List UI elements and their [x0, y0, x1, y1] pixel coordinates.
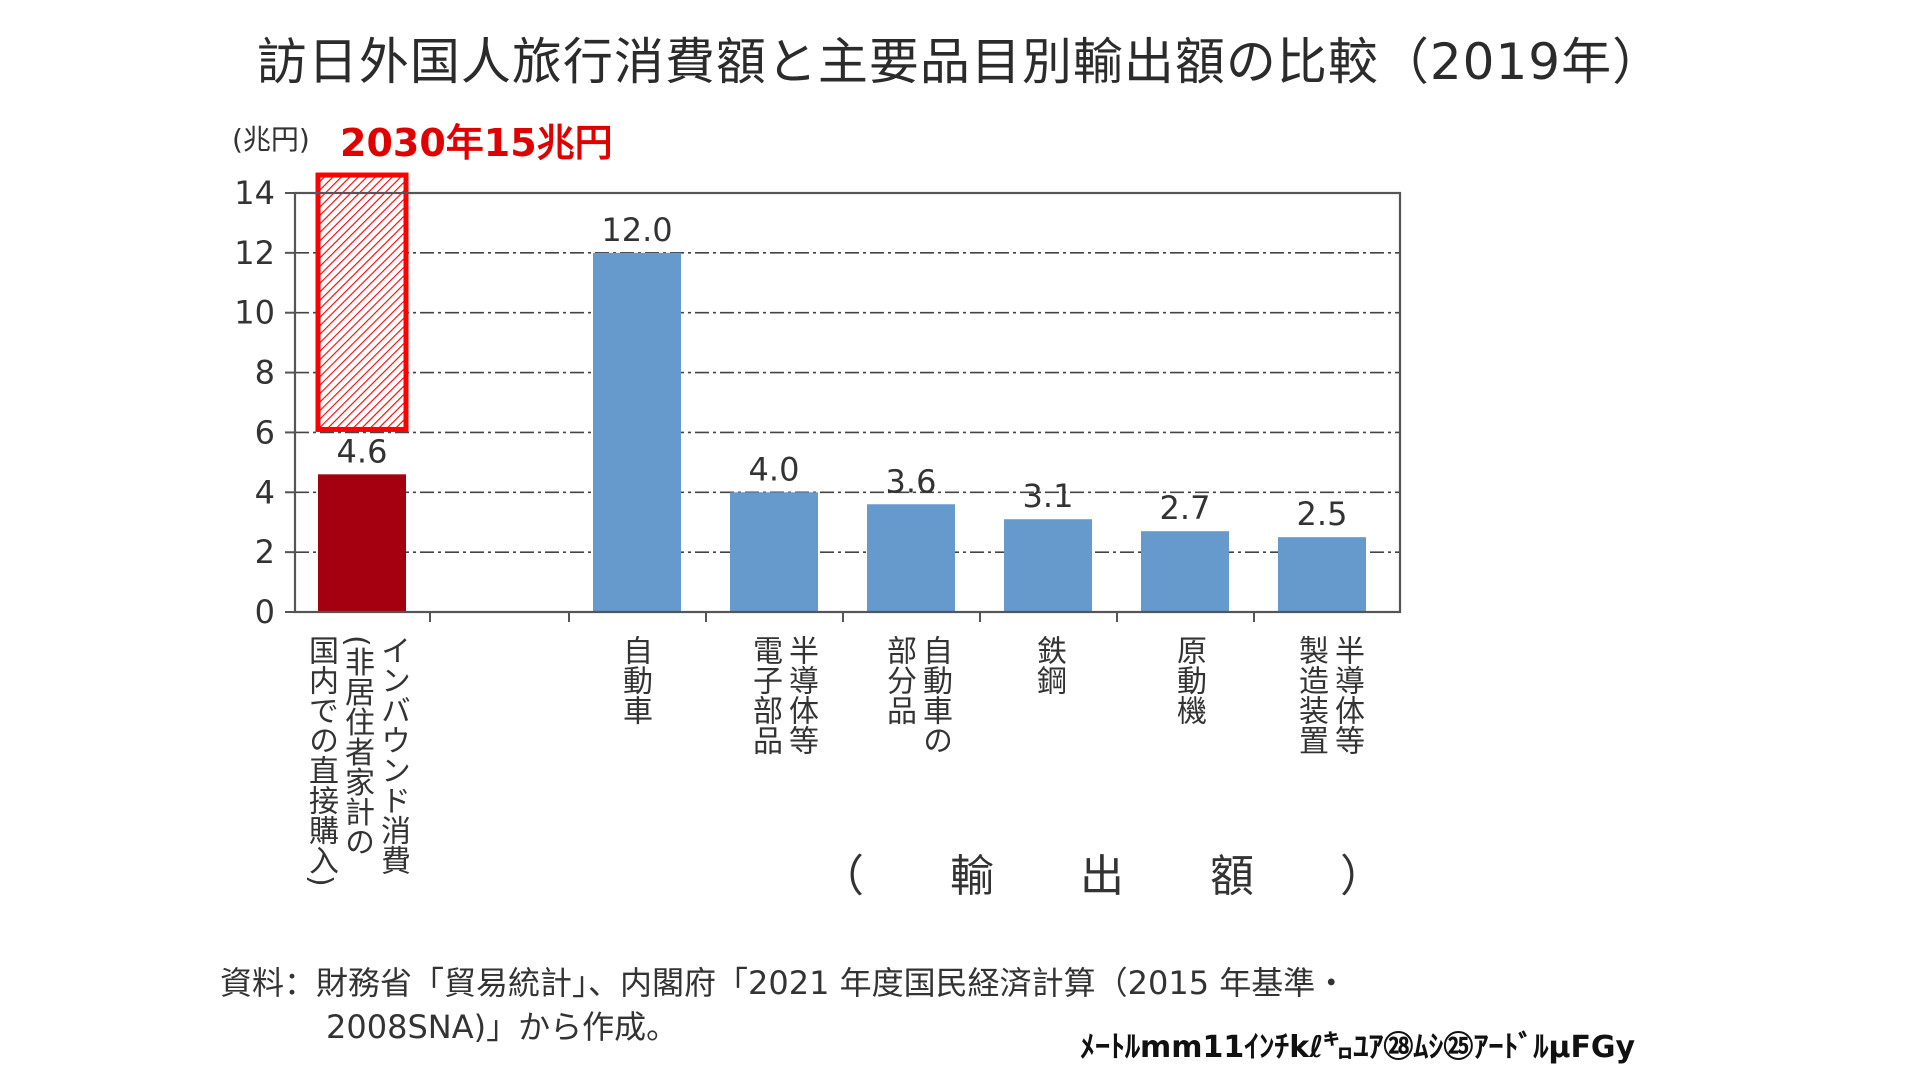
value-label: 2.5	[1297, 495, 1348, 533]
category-label: 鉄鋼	[1031, 635, 1066, 695]
value-label: 4.0	[749, 450, 800, 488]
y-tick-label: 4	[255, 473, 275, 511]
value-label: 3.1	[1023, 477, 1074, 515]
category-label: 自動車	[617, 635, 652, 725]
bar-export	[867, 504, 955, 612]
value-labels: 4.6 12.0 4.0 3.6 3.1 2.7 2.5	[337, 211, 1348, 533]
chart-title: 訪日外国人旅行消費額と主要品目別輸出額の比較（2019年）	[256, 33, 1664, 91]
bar-inbound	[318, 474, 406, 612]
axes: 0 2 4 6 8 10 12 14	[234, 174, 1402, 631]
source-note-line-2: 2008SNA)」から作成。	[326, 1008, 679, 1046]
value-label: 12.0	[601, 211, 672, 249]
footer-text: ﾒｰﾄﾙmm11ｲﾝﾁkℓ㌔ﾕｱ㉘ﾑｼ㉕ｱｰﾄﾞﾙμFGy	[1080, 1030, 1636, 1065]
value-label: 2.7	[1160, 489, 1211, 527]
target-bar	[315, 172, 409, 432]
plot-frame	[293, 191, 1402, 614]
category-label: 自動車の 部分品	[881, 635, 952, 755]
source-note-line-1: 資料：財務省「貿易統計」、内閣府「2021 年度国民経済計算（2015 年基準・	[220, 964, 1348, 1002]
y-tick-label: 6	[255, 413, 275, 451]
y-tick-label: 8	[255, 354, 275, 392]
bar-export	[1278, 537, 1366, 612]
y-tick-label: 12	[234, 234, 275, 272]
bar-export	[1004, 519, 1092, 612]
category-label: 半導体等 製造装置	[1293, 635, 1364, 755]
y-axis-unit-label: (兆円)	[232, 123, 310, 156]
y-tick-label: 0	[255, 593, 275, 631]
x-axis-group-label: （ 輸 出 額 ）	[820, 851, 1420, 902]
grid-lines	[295, 252, 1400, 553]
target-annotation: 2030年15兆円	[340, 121, 613, 165]
category-label: インバウンド消費 (非居住者家計の 国内での直接購入)	[303, 635, 410, 887]
bar-export	[1141, 531, 1229, 612]
y-tick-label: 14	[234, 174, 275, 212]
category-label: 半導体等 電子部品	[747, 635, 818, 755]
category-label: 原動機	[1171, 635, 1206, 725]
bar-export	[730, 492, 818, 612]
value-label: 4.6	[337, 432, 388, 470]
y-tick-label: 10	[234, 294, 275, 332]
value-label: 3.6	[886, 462, 937, 500]
bars	[315, 172, 1366, 612]
bar-export	[593, 252, 681, 612]
y-tick-label: 2	[255, 533, 275, 571]
